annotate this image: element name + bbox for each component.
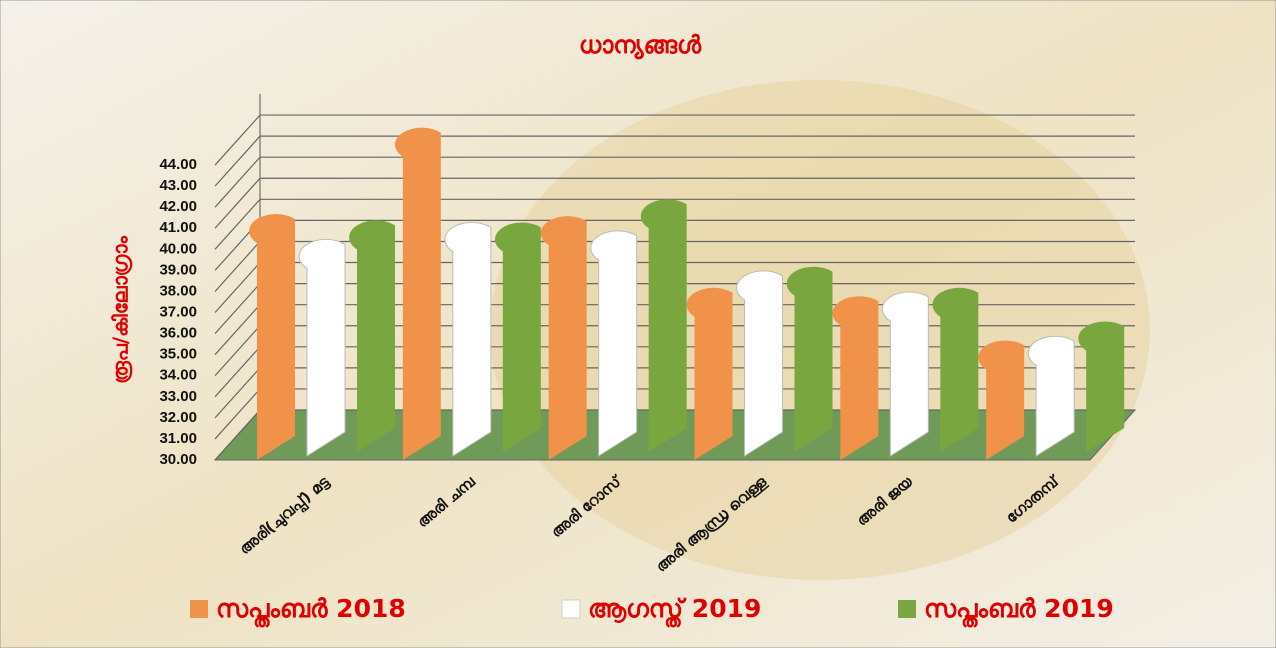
y-tick-label: 37.00	[159, 304, 197, 321]
page: ധാന്യങ്ങൾ രൂപ/കിലോഗ്രാം 30.00 31.00 32.00 3…	[0, 0, 1276, 648]
y-tick-label: 33.00	[159, 388, 197, 405]
legend-swatch	[190, 600, 208, 618]
y-tick-label: 31.00	[159, 430, 197, 447]
y-tick-label: 36.00	[159, 325, 197, 342]
y-tick-label: 42.00	[159, 198, 197, 215]
y-tick-label: 32.00	[159, 409, 197, 426]
y-tick-label: 34.00	[159, 367, 197, 384]
y-tick-label: 38.00	[159, 282, 197, 299]
chart-title: ധാന്യങ്ങൾ	[579, 31, 702, 60]
chart: ധാന്യങ്ങൾ രൂപ/കിലോഗ്രാം 30.00 31.00 32.00 3…	[0, 0, 1276, 648]
y-tick-label: 40.00	[159, 240, 197, 257]
y-tick-label: 35.00	[159, 346, 197, 363]
y-tick-label: 43.00	[159, 177, 197, 194]
y-axis-label: രൂപ/കിലോഗ്രാം	[109, 236, 133, 384]
y-tick-label: 44.00	[159, 156, 197, 173]
y-tick-label: 39.00	[159, 261, 197, 278]
legend-swatch	[898, 600, 916, 618]
y-tick-label: 30.00	[159, 451, 197, 468]
legend-label: സപ്തംബർ 2019	[924, 594, 1114, 628]
y-tick-label: 41.00	[159, 219, 197, 236]
legend-label: സപ്തംബർ 2018	[216, 594, 406, 628]
legend-label: ആഗസ്ത് 2019	[588, 594, 761, 628]
legend-swatch	[562, 600, 580, 618]
